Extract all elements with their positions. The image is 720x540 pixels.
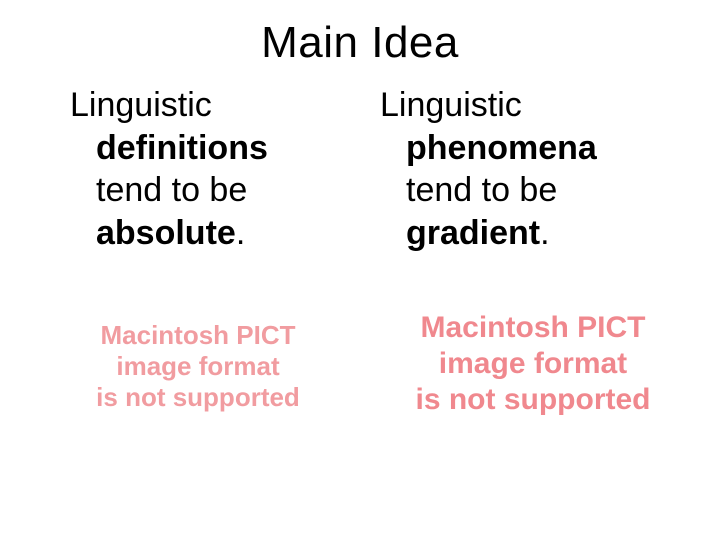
pict-right-line3: is not supported bbox=[416, 383, 651, 416]
pict-right-line1: Macintosh PICT bbox=[420, 311, 645, 344]
right-line3: tend to be bbox=[406, 171, 557, 209]
left-line1: Linguistic bbox=[70, 86, 212, 124]
slide-title: Main Idea bbox=[0, 18, 720, 68]
pict-right-line2: image format bbox=[439, 347, 627, 380]
right-gradient: gradient bbox=[406, 214, 540, 252]
right-indent-block: phenomena tend to be gradient. bbox=[380, 127, 680, 255]
left-indent-block: definitions tend to be absolute. bbox=[70, 127, 370, 255]
slide: Main Idea Linguistic definitions tend to… bbox=[0, 0, 720, 540]
left-absolute: absolute bbox=[96, 214, 236, 252]
right-phenomena: phenomena bbox=[406, 129, 597, 167]
right-line1: Linguistic bbox=[380, 86, 522, 124]
pict-placeholder-left: Macintosh PICT image format is not suppo… bbox=[78, 320, 318, 414]
pict-left-line1: Macintosh PICT bbox=[100, 320, 295, 350]
left-definitions: definitions bbox=[96, 129, 268, 167]
pict-left-line3: is not supported bbox=[96, 382, 300, 412]
pict-left-line2: image format bbox=[116, 351, 279, 381]
left-column: Linguistic definitions tend to be absolu… bbox=[70, 84, 370, 254]
right-period: . bbox=[540, 214, 549, 252]
right-column: Linguistic phenomena tend to be gradient… bbox=[380, 84, 680, 254]
left-period: . bbox=[236, 214, 245, 252]
pict-placeholder-right: Macintosh PICT image format is not suppo… bbox=[388, 310, 678, 418]
left-line3: tend to be bbox=[96, 171, 247, 209]
